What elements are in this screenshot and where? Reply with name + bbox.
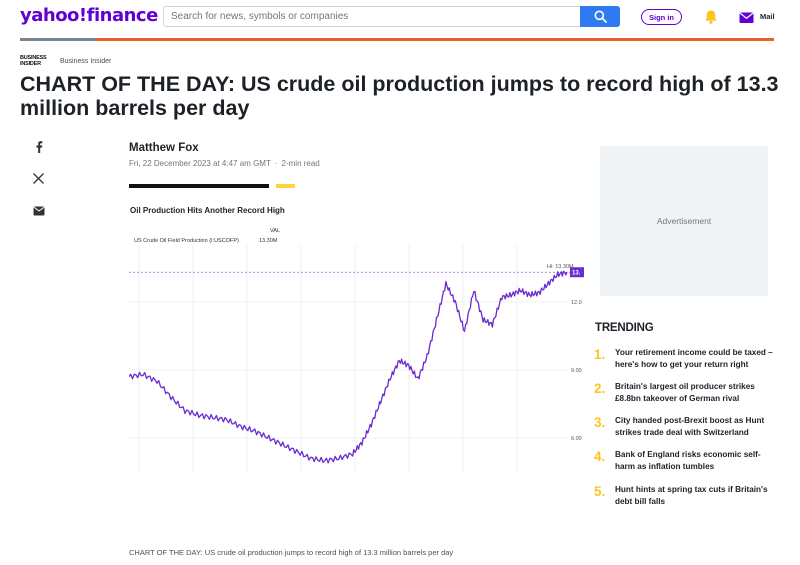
trending-item[interactable]: 1. Your retirement income could be taxed … (594, 347, 784, 377)
trending-item[interactable]: 3. City handed post-Brexit boost as Hunt … (594, 415, 784, 445)
mail-label[interactable]: Mail (760, 12, 775, 21)
trending-item-number: 4. (594, 449, 606, 464)
advertisement-label: Advertisement (656, 216, 712, 226)
chart-tick-label: 9.00 (571, 368, 582, 374)
share-email-button[interactable] (32, 204, 45, 217)
chart-series-line (129, 270, 568, 464)
trending-item-headline[interactable]: City handed post-Brexit boost as Hunt st… (615, 416, 765, 437)
trending-item-number: 5. (594, 484, 606, 499)
trending-item-headline[interactable]: Hunt hints at spring tax cuts if Britain… (615, 485, 768, 506)
chart-current-value-label: 13. (572, 271, 581, 277)
search-input[interactable] (163, 6, 581, 27)
audio-progress-marker[interactable] (276, 184, 295, 188)
share-x-button[interactable] (32, 172, 45, 185)
sign-in-button[interactable]: Sign in (641, 9, 682, 25)
chart-series-value: 13.30M (259, 238, 278, 244)
yahoo-finance-logo[interactable]: yahoo!finance (20, 5, 158, 26)
article-meta: Fri, 22 December 2023 at 4:47 am GMT · 2-m… (129, 159, 320, 168)
chart-series-label: US Crude Oil Field Production (I:USCOFP) (134, 238, 239, 244)
search-icon (594, 10, 607, 23)
trending-item-headline[interactable]: Your retirement income could be taxed – … (615, 348, 773, 369)
facebook-icon (35, 140, 42, 153)
site-header: yahoo!finance Sign in Mail (0, 0, 800, 36)
share-facebook-button[interactable] (32, 140, 45, 153)
chart-high-label: Hi: 13.30M (547, 264, 574, 270)
trending-item-number: 1. (594, 347, 606, 362)
trending-item-number: 2. (594, 381, 606, 396)
trending-item[interactable]: 5. Hunt hints at spring tax cuts if Brita… (594, 484, 784, 514)
header-image-strip (20, 38, 96, 41)
trending-heading: TRENDING (595, 322, 654, 334)
chart-tick-label: 12.0 (571, 300, 582, 306)
chart-current-value-tag (570, 267, 584, 278)
trending-item[interactable]: 4. Bank of England risks economic self-ha… (594, 449, 784, 479)
email-icon (32, 206, 45, 215)
chart-title: Oil Production Hits Another Record High (130, 206, 285, 215)
trending-item-headline[interactable]: Bank of England risks economic self-harm… (615, 450, 761, 471)
header-divider (20, 38, 774, 41)
trending-item-number: 3. (594, 415, 606, 430)
publish-date: Fri, 22 December 2023 at 4:47 am GMT (129, 159, 271, 168)
chart-val-header: VAL (270, 228, 280, 234)
article-title: CHART OF THE DAY: US crude oil productio… (20, 72, 779, 120)
author-name[interactable]: Matthew Fox (129, 142, 199, 154)
search-button[interactable] (580, 6, 620, 27)
x-icon (33, 173, 44, 184)
read-time: 2-min read (281, 159, 320, 168)
source-name[interactable]: Business Insider (60, 58, 112, 65)
notification-bell-icon[interactable] (703, 9, 719, 25)
audio-progress-bar[interactable] (129, 184, 269, 188)
trending-item[interactable]: 2. Britain's largest oil producer strikes… (594, 381, 784, 411)
mail-icon[interactable] (739, 10, 754, 24)
business-insider-logo[interactable]: BUSINESS INSIDER (20, 55, 47, 67)
trending-item-headline[interactable]: Britain's largest oil producer strikes £… (615, 382, 755, 403)
chart-tick-label: 6.00 (571, 436, 582, 442)
image-caption: CHART OF THE DAY: US crude oil productio… (129, 548, 454, 557)
advertisement-slot[interactable]: Advertisement (600, 146, 768, 296)
